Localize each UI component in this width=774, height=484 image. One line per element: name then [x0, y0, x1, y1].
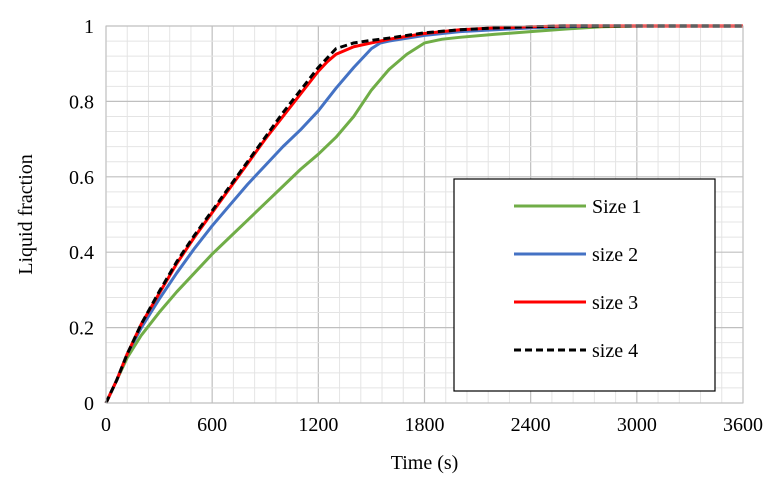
- legend-label-1: Size 1: [592, 196, 641, 218]
- x-tick-label: 3600: [723, 414, 763, 436]
- legend-label-4: size 4: [592, 340, 638, 362]
- legend-box: [453, 178, 716, 392]
- x-tick-label: 3000: [617, 414, 657, 436]
- x-tick-label: 2400: [511, 414, 551, 436]
- x-tick-label: 1200: [298, 414, 338, 436]
- y-tick-label: 0.4: [69, 242, 94, 264]
- y-tick-label: 0.6: [69, 167, 94, 189]
- y-tick-labels: 0 0.2 0.4 0.6 0.8 1: [69, 16, 94, 415]
- y-tick-label: 0: [84, 393, 94, 415]
- legend: Size 1 size 2 size 3 size 4: [453, 178, 716, 392]
- plot-frame: [105, 25, 744, 404]
- y-tick-label: 1: [84, 16, 94, 38]
- y-tick-label: 0.8: [69, 91, 94, 113]
- legend-label-2: size 2: [592, 244, 638, 266]
- y-tick-label: 0.2: [69, 318, 94, 340]
- x-tick-label: 1800: [405, 414, 445, 436]
- series-line-4: [104, 24, 743, 404]
- y-axis-title: Liquid fraction: [15, 154, 37, 275]
- x-tick-label: 0: [101, 414, 111, 436]
- x-tick-label: 600: [197, 414, 227, 436]
- x-tick-labels: 0 600 1200 1800 2400 3000 3600: [101, 414, 763, 436]
- x-axis-title: Time (s): [391, 452, 459, 474]
- legend-label-3: size 3: [592, 292, 638, 314]
- series-line-1: [104, 24, 743, 404]
